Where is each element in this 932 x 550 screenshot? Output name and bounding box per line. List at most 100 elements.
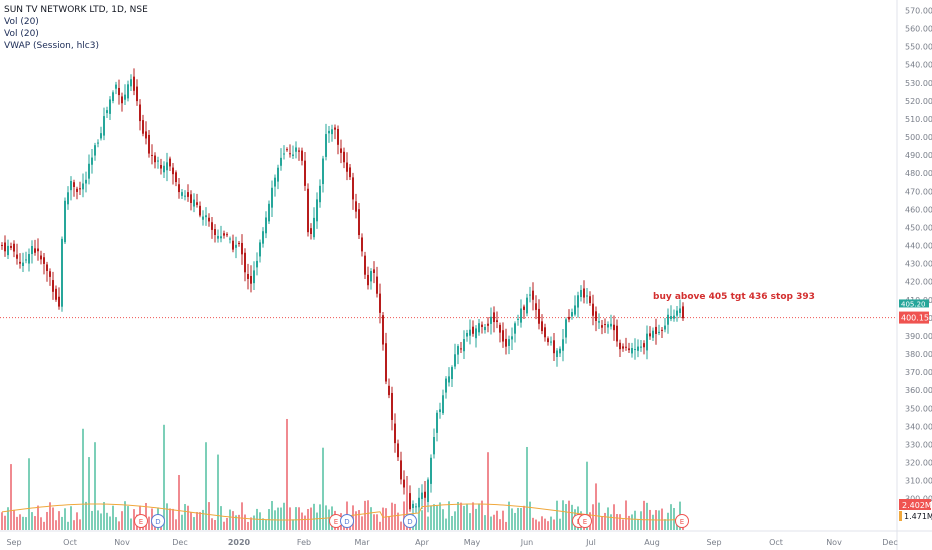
candle-body	[274, 177, 276, 187]
volume-bar	[508, 501, 510, 530]
candle-body	[646, 333, 648, 351]
volume-bar	[535, 519, 537, 530]
volume-bar	[361, 516, 363, 530]
candle-body	[91, 157, 93, 165]
candle-body	[628, 348, 630, 351]
volume-bar	[97, 510, 99, 530]
event-marker-label: E	[139, 518, 143, 526]
candle-body	[418, 497, 420, 511]
candle-body	[271, 187, 273, 208]
candle-body	[400, 460, 402, 480]
volume-bar	[79, 519, 81, 530]
candle-body	[481, 324, 483, 327]
candle-body	[283, 153, 285, 155]
symbol-title[interactable]: SUN TV NETWORK LTD, 1D, NSE	[4, 5, 148, 15]
candle-body	[376, 276, 378, 294]
volume-bar	[526, 446, 528, 530]
candle-body	[604, 323, 606, 325]
volume-bar	[601, 516, 603, 530]
candle-body	[103, 116, 105, 136]
volume-bar	[418, 507, 420, 530]
candle-body	[496, 320, 498, 323]
candle-body	[166, 162, 168, 171]
volume-bar	[523, 505, 525, 530]
candle-body	[349, 167, 351, 178]
candle-body	[478, 323, 480, 333]
candle-body	[115, 84, 117, 89]
candle-body	[631, 348, 633, 354]
volume-bar	[619, 514, 621, 530]
volume-bar	[103, 502, 105, 530]
candle-body	[13, 243, 15, 252]
volume-bar	[403, 501, 405, 530]
volume-bar	[10, 464, 12, 530]
candle-body	[307, 188, 309, 233]
y-tick-label: 420.00	[905, 278, 932, 287]
volume-bar	[19, 514, 21, 530]
candle-body	[508, 339, 510, 346]
volume-bar	[100, 513, 102, 530]
candle-body	[346, 162, 348, 172]
volume-bar	[247, 521, 249, 530]
x-tick-label: Sep	[706, 538, 721, 547]
candle-body	[196, 202, 198, 205]
candle-body	[310, 228, 312, 235]
volume-bar	[457, 501, 459, 530]
volume-bar	[292, 519, 294, 530]
volume-bar	[607, 507, 609, 530]
y-tick-label: 330.00	[905, 440, 932, 449]
study-vwap[interactable]: VWAP (Session, hlc3)	[4, 41, 99, 51]
candle-body	[625, 346, 627, 348]
volume-bar	[112, 505, 114, 530]
volume-bar	[652, 514, 654, 530]
x-tick-label: Dec	[882, 538, 897, 547]
candle-body	[163, 165, 165, 173]
candle-body	[160, 165, 162, 169]
candle-body	[4, 242, 6, 252]
x-tick-label: Nov	[114, 538, 130, 547]
volume-bar	[88, 457, 90, 530]
volume-bar	[370, 507, 372, 530]
volume-bar	[67, 521, 69, 530]
candle-body	[487, 323, 489, 326]
candle-body	[364, 255, 366, 275]
candle-body	[454, 354, 456, 367]
x-tick-label: Jun	[520, 538, 534, 547]
study-volume-1[interactable]: Vol (20)	[4, 17, 39, 27]
candle-body	[589, 296, 591, 304]
volume-bar	[55, 520, 57, 530]
event-marker-label: D	[344, 518, 349, 526]
volume-bar	[235, 515, 237, 530]
volume-bar	[280, 507, 282, 530]
volume-bar	[193, 517, 195, 530]
volume-bar	[625, 500, 627, 530]
volume-bar	[670, 504, 672, 530]
candle-body	[343, 151, 345, 163]
candle-body	[583, 288, 585, 298]
volume-bar	[265, 519, 267, 530]
volume-bar	[4, 515, 6, 530]
candle-body	[523, 306, 525, 310]
event-marker-dividend	[151, 514, 165, 528]
candle-body	[58, 296, 60, 307]
y-tick-label: 510.00	[905, 115, 932, 124]
candle-body	[253, 270, 255, 284]
candle-body	[430, 457, 432, 484]
event-marker-earnings	[578, 514, 592, 528]
volume-bar	[199, 512, 201, 530]
y-tick-label: 470.00	[905, 187, 932, 196]
volume-bar	[229, 509, 231, 530]
study-volume-2[interactable]: Vol (20)	[4, 29, 39, 39]
candle-body	[142, 120, 144, 134]
candle-body	[157, 160, 159, 162]
volume-bar	[421, 510, 423, 530]
event-marker-label: D	[155, 518, 160, 526]
candle-body	[67, 192, 69, 205]
candle-body	[568, 316, 570, 320]
volume-bar	[517, 507, 519, 530]
volume-bar	[640, 511, 642, 530]
candle-body	[97, 142, 99, 144]
candle-body	[424, 491, 426, 498]
volume-bar	[214, 519, 216, 530]
